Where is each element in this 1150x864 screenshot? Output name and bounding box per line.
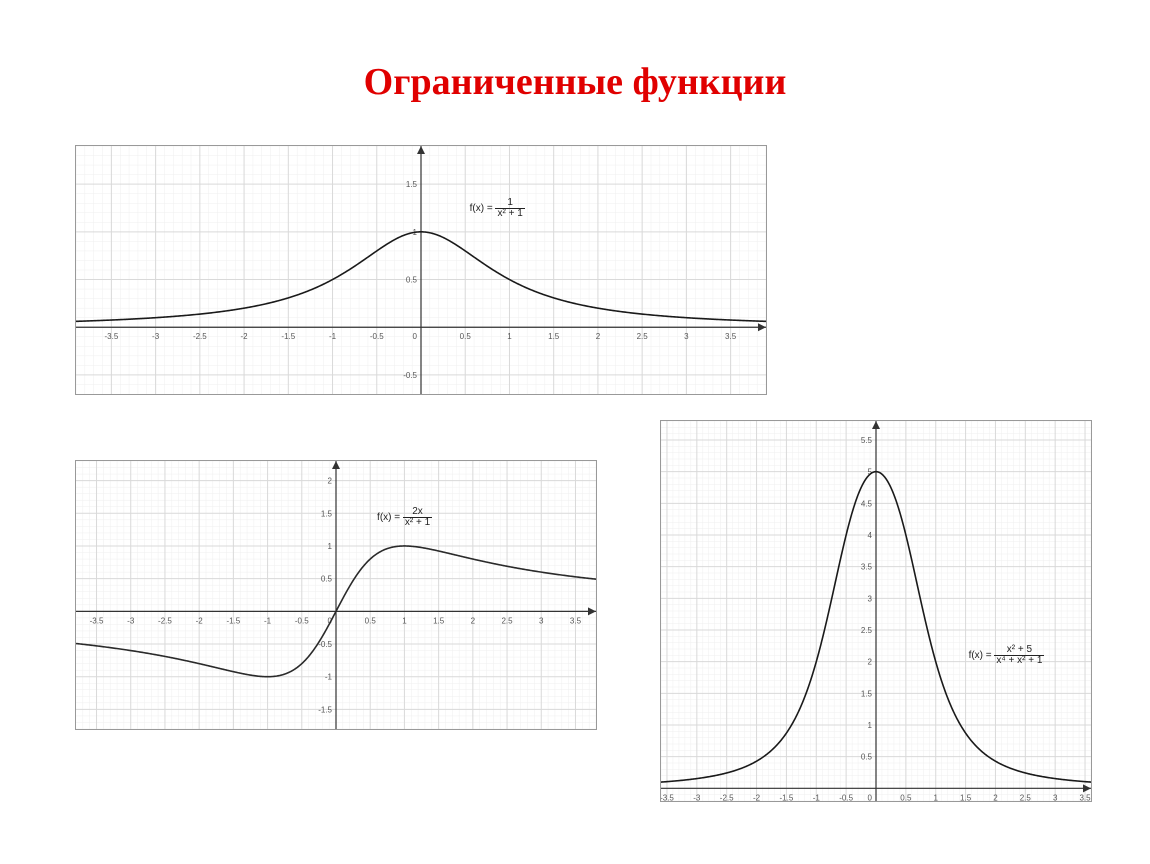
svg-text:-1.5: -1.5 (318, 705, 332, 714)
svg-text:4: 4 (868, 531, 873, 540)
svg-text:-3.5: -3.5 (90, 616, 104, 625)
svg-text:1.5: 1.5 (406, 180, 418, 189)
chart-f1: -3.5 -3 -2.5 -2 -1.5 -1 -0.5 0.5 1 1.5 2 2.5 3 3.5 -0.… (75, 145, 767, 395)
svg-text:2: 2 (993, 793, 998, 801)
svg-text:4.5: 4.5 (861, 499, 873, 508)
formula-denominator: x² + 1 (403, 518, 432, 528)
svg-text:3: 3 (1053, 793, 1058, 801)
formula-lhs: f(x) = (470, 203, 496, 214)
formula-lhs: f(x) = (969, 650, 995, 661)
svg-text:0.5: 0.5 (861, 753, 873, 762)
svg-text:2.5: 2.5 (1020, 793, 1032, 801)
formula-label: f(x) = 1x² + 1 (470, 198, 525, 219)
svg-text:-3: -3 (127, 616, 135, 625)
svg-text:1: 1 (402, 616, 407, 625)
svg-text:0: 0 (413, 332, 418, 341)
svg-text:-2.5: -2.5 (158, 616, 172, 625)
svg-text:-0.5: -0.5 (295, 616, 309, 625)
svg-text:2: 2 (471, 616, 476, 625)
svg-text:1: 1 (328, 542, 333, 551)
formula-lhs: f(x) = (377, 512, 403, 523)
svg-text:-1: -1 (325, 673, 333, 682)
svg-text:-2: -2 (196, 616, 204, 625)
chart-f2: -3.5 -3 -2.5 -2 -1.5 -1 -0.5 0.5 1 1.5 2 2.5 3 3.5 -1.… (75, 460, 597, 730)
svg-text:2.5: 2.5 (861, 626, 873, 635)
svg-text:1: 1 (868, 721, 873, 730)
svg-text:-1: -1 (264, 616, 272, 625)
svg-text:2.5: 2.5 (637, 332, 649, 341)
svg-text:3: 3 (868, 594, 873, 603)
svg-text:3.5: 3.5 (725, 332, 737, 341)
svg-text:2: 2 (868, 658, 873, 667)
svg-text:-3: -3 (693, 793, 701, 801)
svg-text:0.5: 0.5 (365, 616, 377, 625)
formula-denominator: x² + 1 (495, 209, 524, 219)
formula-denominator: x⁴ + x² + 1 (994, 656, 1044, 666)
svg-text:-1: -1 (329, 332, 337, 341)
svg-text:0.5: 0.5 (460, 332, 472, 341)
svg-text:-2: -2 (241, 332, 249, 341)
formula-fraction: 1x² + 1 (495, 198, 524, 219)
svg-text:-3.5: -3.5 (104, 332, 118, 341)
svg-text:-1: -1 (813, 793, 821, 801)
svg-text:1: 1 (507, 332, 512, 341)
svg-text:-1.5: -1.5 (780, 793, 794, 801)
svg-text:-2.5: -2.5 (193, 332, 207, 341)
svg-text:0.5: 0.5 (321, 575, 333, 584)
svg-text:0: 0 (868, 793, 873, 801)
svg-text:1.5: 1.5 (861, 689, 873, 698)
page: Ограниченные функции -3.5-3-2.5-2-1.5-1-… (0, 0, 1150, 864)
svg-text:-3: -3 (152, 332, 160, 341)
svg-text:1.5: 1.5 (433, 616, 445, 625)
svg-text:2: 2 (596, 332, 601, 341)
svg-text:-0.5: -0.5 (318, 640, 332, 649)
svg-text:1.5: 1.5 (960, 793, 972, 801)
svg-text:3.5: 3.5 (861, 563, 873, 572)
svg-text:0.5: 0.5 (900, 793, 912, 801)
svg-text:3: 3 (539, 616, 544, 625)
svg-text:3: 3 (684, 332, 689, 341)
svg-text:-3.5: -3.5 (661, 793, 674, 801)
svg-text:-0.5: -0.5 (403, 371, 417, 380)
formula-label: f(x) = 2xx² + 1 (377, 507, 432, 528)
svg-text:5.5: 5.5 (861, 436, 873, 445)
svg-text:1: 1 (933, 793, 938, 801)
svg-text:2.5: 2.5 (501, 616, 513, 625)
svg-text:-1.5: -1.5 (281, 332, 295, 341)
chart-f3: -3.5 -3 -2.5 -2 -1.5 -1 -0.5 0.5 1 1.5 2 2.5 3 3.5 0.5… (660, 420, 1092, 802)
formula-numerator: 2x (403, 507, 432, 518)
svg-text:3.5: 3.5 (570, 616, 582, 625)
svg-text:-0.5: -0.5 (370, 332, 384, 341)
svg-text:2: 2 (328, 477, 333, 486)
svg-text:1.5: 1.5 (321, 509, 333, 518)
svg-text:-2: -2 (753, 793, 761, 801)
formula-fraction: x² + 5x⁴ + x² + 1 (994, 645, 1044, 666)
formula-fraction: 2xx² + 1 (403, 507, 432, 528)
svg-text:1.5: 1.5 (548, 332, 560, 341)
svg-text:3.5: 3.5 (1079, 793, 1091, 801)
svg-text:0.5: 0.5 (406, 276, 418, 285)
svg-text:-2.5: -2.5 (720, 793, 734, 801)
svg-text:-0.5: -0.5 (839, 793, 853, 801)
page-title: Ограниченные функции (0, 60, 1150, 104)
formula-label: f(x) = x² + 5x⁴ + x² + 1 (969, 645, 1045, 666)
svg-text:-1.5: -1.5 (226, 616, 240, 625)
